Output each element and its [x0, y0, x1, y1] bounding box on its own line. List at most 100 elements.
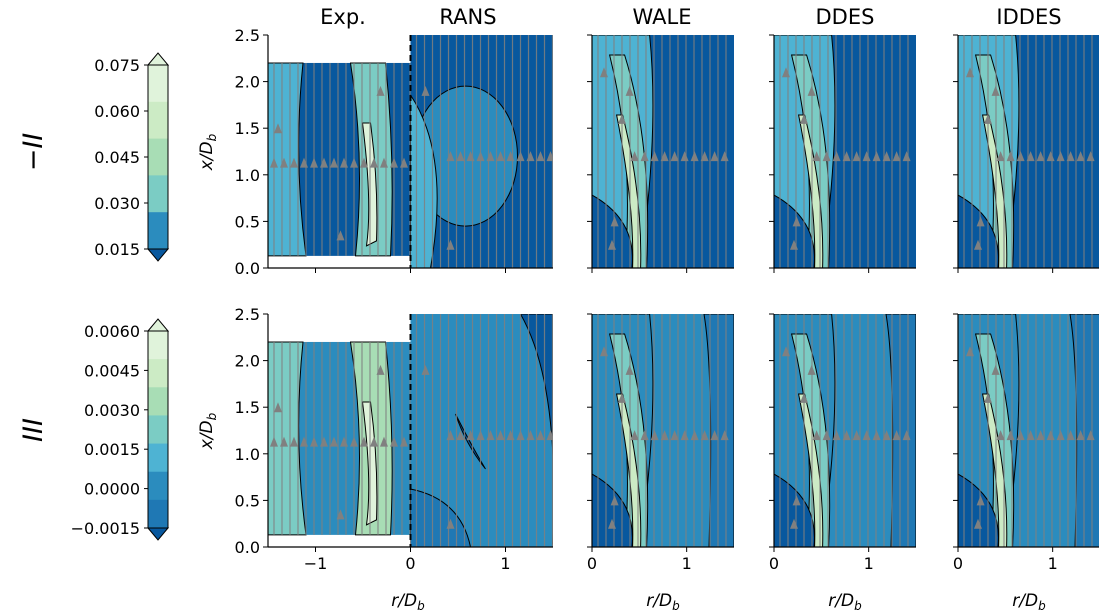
streamline-arrow [690, 151, 699, 162]
colorbar-band [148, 471, 168, 501]
streamline-arrow [400, 436, 408, 447]
panel-exp-rans-row1 [268, 314, 553, 547]
x-tick-label: 1 [682, 554, 692, 573]
y-tick-label: 1.5 [235, 398, 260, 417]
streamline-arrow [872, 430, 881, 441]
streamline-arrow [974, 239, 982, 250]
streamline-arrow [536, 151, 545, 162]
colorbar-band [148, 499, 168, 529]
column-title-iddes: IDDES [996, 5, 1061, 29]
streamline-arrow [476, 151, 485, 162]
streamline-arrow [336, 509, 345, 520]
contour-panels [268, 35, 1099, 547]
streamline-arrow [290, 157, 298, 168]
colorbar-extend-bottom [146, 527, 170, 541]
colorbar-tick-label: 0.0015 [84, 440, 140, 459]
streamline-arrow [270, 157, 278, 168]
streamline-arrow [792, 216, 801, 227]
streamline-arrow [1006, 151, 1015, 162]
streamline-arrow [991, 85, 1000, 96]
colorbar-band [148, 331, 168, 360]
streamline-arrow [1056, 430, 1065, 441]
x-tick-label: 1 [500, 554, 510, 573]
streamline-arrow [336, 230, 345, 241]
streamline-arrow [842, 430, 851, 441]
streamline-arrow [842, 151, 851, 162]
streamline-arrow [526, 151, 535, 162]
streamline-arrow [400, 157, 408, 168]
streamline-arrow [974, 518, 982, 529]
row-label-minus-ii: −II [18, 133, 49, 172]
streamline-arrow [670, 151, 679, 162]
streamline-arrow [360, 436, 368, 447]
colorbar-band [148, 101, 168, 140]
streamline-arrow [1016, 151, 1025, 162]
streamline-arrow [310, 436, 318, 447]
colorbar-tick-label: 0.045 [94, 148, 140, 167]
contour-region [797, 114, 824, 268]
streamline-arrow [1046, 430, 1055, 441]
colorbars: 0.0750.0600.0450.0300.0150.00600.00450.0… [71, 52, 170, 541]
row-label-iii: III [18, 418, 49, 442]
column-title-ddes: DDES [816, 5, 875, 29]
streamline-arrow [660, 151, 669, 162]
streamline-arrow [680, 430, 689, 441]
streamline-arrow [496, 430, 505, 441]
streamline-arrow [608, 239, 616, 250]
streamline-arrow [330, 157, 338, 168]
streamline-arrow [625, 85, 634, 96]
x-tick-label: −1 [304, 554, 328, 573]
y-tick-label: 2.5 [235, 305, 260, 324]
x-tick-label: 1 [1048, 554, 1058, 573]
colorbar-band [148, 359, 168, 388]
streamline-arrow [526, 430, 535, 441]
colorbar-band [148, 65, 168, 103]
streamline-arrow [280, 436, 288, 447]
colorbar-band [148, 415, 168, 445]
streamline-arrow [376, 364, 385, 375]
y-tick-label: 2.0 [235, 73, 260, 92]
streamline-arrow [456, 151, 465, 162]
streamline-arrow [516, 430, 525, 441]
streamline-arrow [862, 430, 871, 441]
streamline-arrow [807, 364, 816, 375]
streamline-arrow [1006, 430, 1015, 441]
streamline-arrow [270, 436, 278, 447]
streamline-arrow [640, 151, 649, 162]
streamline-arrow [782, 67, 790, 78]
streamline-arrow [902, 151, 911, 162]
streamline-arrow [610, 216, 619, 227]
streamline-arrow [280, 157, 288, 168]
streamline-arrow [630, 430, 639, 441]
streamline-arrow [966, 67, 974, 78]
x-tick-label: 0 [405, 554, 415, 573]
column-title-exp: Exp. [320, 5, 366, 29]
y-tick-label: 2.5 [235, 26, 260, 45]
streamline-arrow [670, 430, 679, 441]
streamline-arrow [600, 346, 608, 357]
panel-ddes-row1 [774, 314, 916, 547]
colorbar-band [148, 175, 168, 213]
streamline-arrow [274, 402, 282, 413]
streamline-arrow [892, 151, 901, 162]
streamline-arrow [380, 157, 388, 168]
streamline-arrow [630, 151, 639, 162]
streamline-arrow [1086, 430, 1095, 441]
x-axis-label-iddes: r/Db [1012, 591, 1046, 613]
panel-wale-row0 [592, 35, 734, 268]
colorbar-tick-label: 0.0030 [84, 401, 140, 420]
streamline-arrow [852, 430, 861, 441]
panel-exp-rans-row0 [268, 35, 553, 268]
colorbar-tick-label: 0.060 [94, 102, 140, 121]
streamline-arrow [822, 151, 831, 162]
streamline-arrow [421, 85, 430, 96]
streamline-arrow [710, 430, 719, 441]
streamline-arrow [1046, 151, 1055, 162]
streamline-arrow [720, 430, 729, 441]
streamline-arrow [1026, 430, 1035, 441]
streamline-arrow [700, 430, 709, 441]
streamline-arrow [882, 151, 891, 162]
streamline-arrow [984, 113, 992, 124]
